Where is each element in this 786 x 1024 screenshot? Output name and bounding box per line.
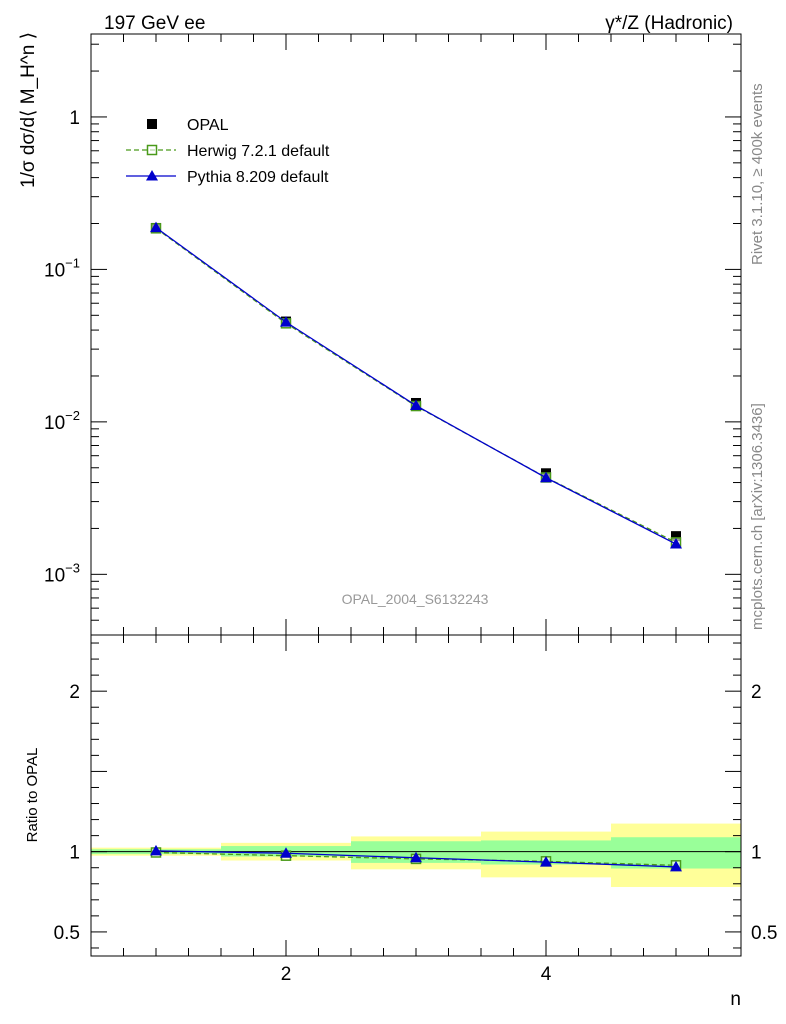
ratio-panel-frame — [90, 634, 742, 957]
legend-opal-label: OPAL — [187, 117, 229, 134]
ratio-pythia-point — [150, 844, 162, 856]
legend-herwig-label: Herwig 7.2.1 default — [187, 143, 330, 160]
y-axis-label: 1/σ dσ/d⟨ M_H^n ⟩ — [18, 32, 39, 188]
legend-pythia-marker — [146, 170, 158, 181]
pythia-point — [410, 399, 422, 411]
header-right: γ*/Z (Hadronic) — [605, 13, 733, 34]
y-tick-label: 10−1 — [44, 255, 80, 281]
ratio-pythia-point — [280, 847, 292, 858]
legend-herwig-marker — [146, 144, 158, 156]
y-tick-label: 10−2 — [44, 408, 80, 434]
opal-point — [671, 531, 681, 542]
pythia-line — [155, 227, 677, 545]
legend-opal-marker — [147, 119, 157, 129]
pythia-point — [150, 221, 162, 233]
legend-pythia-label: Pythia 8.209 default — [187, 169, 329, 186]
pythia-point — [540, 471, 552, 483]
x-axis-label: n — [730, 989, 741, 1010]
ratio-y-tick-label-right: 1 — [751, 843, 762, 864]
ratio-y-tick-label-right: 2 — [751, 682, 762, 703]
header-left: 197 GeV ee — [104, 13, 205, 34]
ratio-pythia-point — [540, 856, 552, 867]
analysis-label: OPAL_2004_S6132243 — [342, 591, 489, 607]
ratio-axis-label: Ratio to OPAL — [24, 748, 41, 843]
mcplots-label: mcplots.cern.ch [arXiv:1306.3436] — [749, 403, 766, 630]
ratio-y-tick-label: 1 — [69, 843, 80, 864]
y-tick-label: 1 — [69, 108, 80, 129]
y-tick-label: 10−3 — [44, 560, 80, 586]
pythia-point — [670, 538, 682, 549]
ratio-y-tick-label-right: 0.5 — [751, 923, 777, 944]
x-tick-label: 4 — [541, 964, 552, 985]
rivet-label: Rivet 3.1.10, ≥ 400k events — [749, 83, 766, 265]
x-tick-label: 2 — [281, 964, 292, 985]
ratio-pythia-point — [410, 851, 422, 863]
herwig-line — [155, 227, 677, 543]
ratio-pythia-point — [670, 860, 682, 872]
ratio-y-tick-label: 2 — [69, 682, 80, 703]
ratio-y-tick-label: 0.5 — [54, 923, 80, 944]
pythia-point — [280, 316, 292, 327]
